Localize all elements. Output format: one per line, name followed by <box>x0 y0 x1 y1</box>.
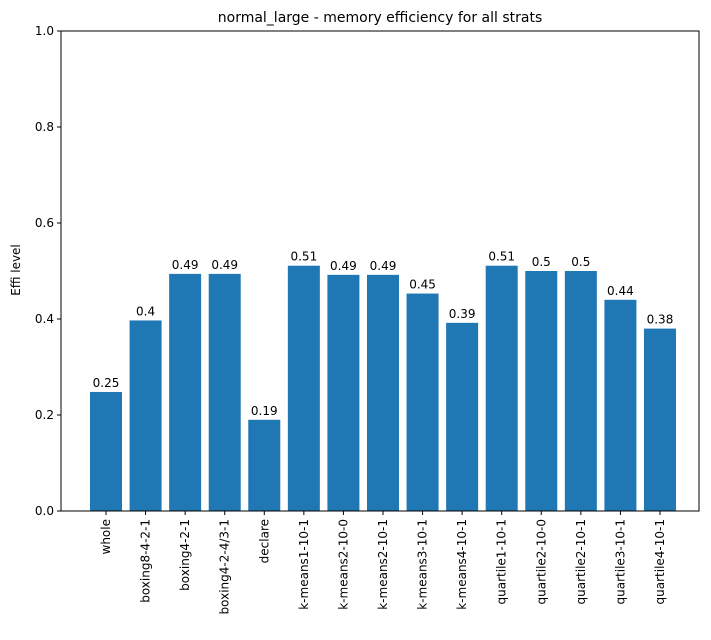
x-tick-label: k-means2-10-0 <box>336 519 350 610</box>
bar <box>287 265 320 511</box>
bar <box>129 320 162 511</box>
y-tick-label: 0.4 <box>35 312 54 326</box>
bar <box>485 265 518 511</box>
bars-group: 0.25 0.4 0.49 0.49 0.19 0.51 0.49 0.49 0.45 0.39 0… <box>90 250 676 511</box>
bar-value-label: 0.38 <box>647 313 674 327</box>
bar <box>327 274 360 511</box>
bar-value-label: 0.49 <box>330 259 357 273</box>
x-tick-label: quartile2-10-1 <box>574 519 588 604</box>
bar-value-label: 0.49 <box>172 258 199 272</box>
bar-value-label: 0.51 <box>488 250 515 264</box>
bar-value-label: 0.39 <box>449 307 476 321</box>
bar <box>604 299 637 511</box>
y-tick-label: 0.8 <box>35 120 54 134</box>
y-tick-label: 0.6 <box>35 216 54 230</box>
x-tick-label: k-means1-10-1 <box>297 519 311 610</box>
bar-value-label: 0.25 <box>93 376 120 390</box>
bar-value-label: 0.45 <box>409 278 436 292</box>
bar-value-label: 0.5 <box>532 255 551 269</box>
x-tick-label: quartile1-10-1 <box>495 519 509 604</box>
bar <box>406 293 439 511</box>
x-tick-label: quartile4-10-1 <box>653 519 667 604</box>
x-tick-label: boxing8-4-2-1 <box>139 519 153 603</box>
bar-value-label: 0.49 <box>370 259 397 273</box>
plot-frame <box>60 30 700 512</box>
bar <box>643 328 676 511</box>
y-tick-label: 0.2 <box>35 408 54 422</box>
bar <box>169 273 202 511</box>
x-tick-label: declare <box>257 519 271 563</box>
bar <box>248 419 281 511</box>
bar <box>564 271 597 511</box>
bar-value-label: 0.19 <box>251 404 278 418</box>
y-axis-label: Effi level <box>9 244 23 296</box>
x-tick-label: k-means3-10-1 <box>416 519 430 610</box>
x-tick-label: k-means2-10-1 <box>376 519 390 610</box>
x-tick-label: boxing4-2-1 <box>178 519 192 591</box>
x-tick-label: k-means4-10-1 <box>455 519 469 610</box>
x-tick-label: quartile2-10-0 <box>534 519 548 604</box>
chart-title: normal_large - memory efficiency for all… <box>218 10 543 26</box>
x-axis: whole boxing8-4-2-1 boxing4-2-1 boxing4-2-4… <box>99 511 667 614</box>
bar-value-label: 0.51 <box>290 250 317 264</box>
y-tick-label: 0.0 <box>35 504 54 518</box>
x-tick-label: whole <box>99 519 113 554</box>
bar <box>446 322 479 511</box>
bar <box>90 391 122 511</box>
x-tick-label: quartile3-10-1 <box>613 519 627 604</box>
bar <box>208 273 241 511</box>
bar-value-label: 0.5 <box>571 255 590 269</box>
bar <box>525 271 558 511</box>
y-tick-label: 1.0 <box>35 24 54 38</box>
y-axis: 0.0 0.2 0.4 0.6 0.8 1.0 <box>35 24 61 518</box>
bar-value-label: 0.44 <box>607 284 634 298</box>
bar-value-label: 0.49 <box>211 258 238 272</box>
bar <box>366 274 399 511</box>
bar-value-label: 0.4 <box>136 304 155 318</box>
x-tick-label: boxing4-2-4/3-1 <box>218 519 232 614</box>
